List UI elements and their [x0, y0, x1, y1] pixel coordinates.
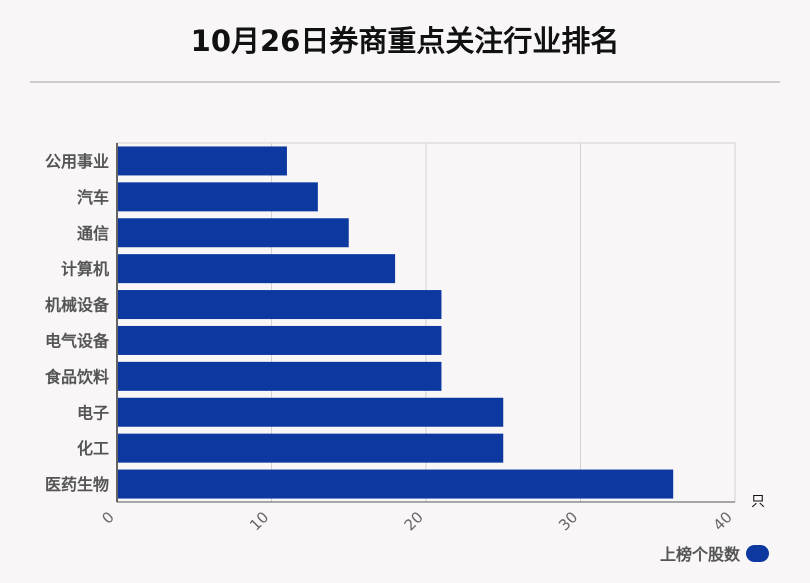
bar[interactable]: [118, 325, 442, 355]
bar[interactable]: [118, 218, 349, 248]
bar[interactable]: [118, 182, 318, 212]
bar[interactable]: [118, 146, 287, 176]
category-label: 电子: [77, 403, 109, 422]
bar[interactable]: [118, 433, 504, 463]
x-tick-labels: 0 10 20 30 40: [98, 508, 735, 534]
grid-lines: [116, 142, 736, 503]
category-label: 食品饮料: [44, 367, 109, 386]
x-tick-label: 20: [401, 508, 427, 534]
bar[interactable]: [118, 290, 442, 320]
bar[interactable]: [118, 361, 442, 391]
category-label: 电气设备: [45, 331, 110, 350]
x-tick-label: 10: [246, 508, 272, 534]
bar[interactable]: [118, 469, 674, 499]
chart-title: 10月26日券商重点关注行业排名: [190, 24, 620, 58]
x-tick-label: 30: [555, 508, 581, 534]
category-label: 公用事业: [45, 152, 109, 171]
legend[interactable]: 上榜个股数: [660, 541, 769, 565]
category-label: 化工: [77, 439, 109, 458]
category-label: 医药生物: [45, 475, 109, 494]
category-label: 通信: [77, 224, 109, 243]
legend-label: 上榜个股数: [659, 545, 740, 564]
x-tick-label: 0: [98, 508, 117, 527]
category-label: 汽车: [77, 188, 109, 207]
x-tick-label: 40: [710, 508, 736, 534]
title-divider: [30, 81, 780, 83]
bar[interactable]: [118, 254, 396, 284]
bars: [118, 146, 674, 499]
x-unit-label: 只: [751, 494, 765, 510]
legend-swatch[interactable]: [746, 544, 769, 562]
category-label: 机械设备: [45, 296, 110, 315]
category-label: 计算机: [61, 260, 109, 279]
bar[interactable]: [118, 397, 504, 427]
